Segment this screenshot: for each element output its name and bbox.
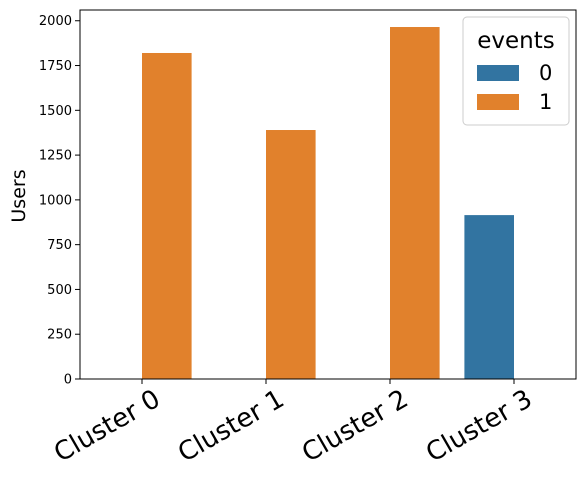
y-axis-label: Users — [8, 169, 30, 222]
bar-cluster-0-events-1 — [142, 52, 192, 379]
legend-swatch-1 — [477, 94, 519, 110]
x-tick-label-1: Cluster 1 — [173, 384, 289, 469]
legend-title: events — [477, 28, 555, 54]
bars-layer — [142, 27, 514, 379]
y-tick-label-6: 1500 — [39, 104, 72, 119]
x-tick-label-3: Cluster 3 — [421, 384, 537, 469]
y-tick-label-1: 250 — [47, 328, 72, 343]
legend: events 0 1 — [462, 16, 570, 126]
legend-label-1: 1 — [539, 90, 552, 114]
y-tick-label-3: 750 — [47, 238, 72, 253]
y-tick-label-8: 2000 — [39, 14, 72, 29]
y-tick-label-7: 1750 — [39, 59, 72, 74]
y-tick-label-5: 1250 — [39, 149, 72, 164]
plot-frame — [79, 9, 577, 380]
bar-cluster-2-events-1 — [390, 27, 440, 379]
bar-cluster-1-events-1 — [266, 130, 316, 379]
y-axis: 0 250 500 750 1000 1250 1500 1750 2000 — [39, 14, 80, 388]
y-tick-label-4: 1000 — [39, 193, 72, 208]
legend-label-0: 0 — [539, 61, 552, 85]
x-axis: Cluster 0 Cluster 1 Cluster 2 Cluster 3 — [49, 379, 538, 469]
x-tick-label-2: Cluster 2 — [297, 384, 413, 469]
y-tick-label-0: 0 — [64, 373, 72, 388]
bar-cluster-3-events-0 — [464, 215, 514, 379]
legend-swatch-0 — [477, 65, 519, 81]
y-tick-label-2: 500 — [47, 283, 72, 298]
x-tick-label-0: Cluster 0 — [49, 384, 165, 469]
